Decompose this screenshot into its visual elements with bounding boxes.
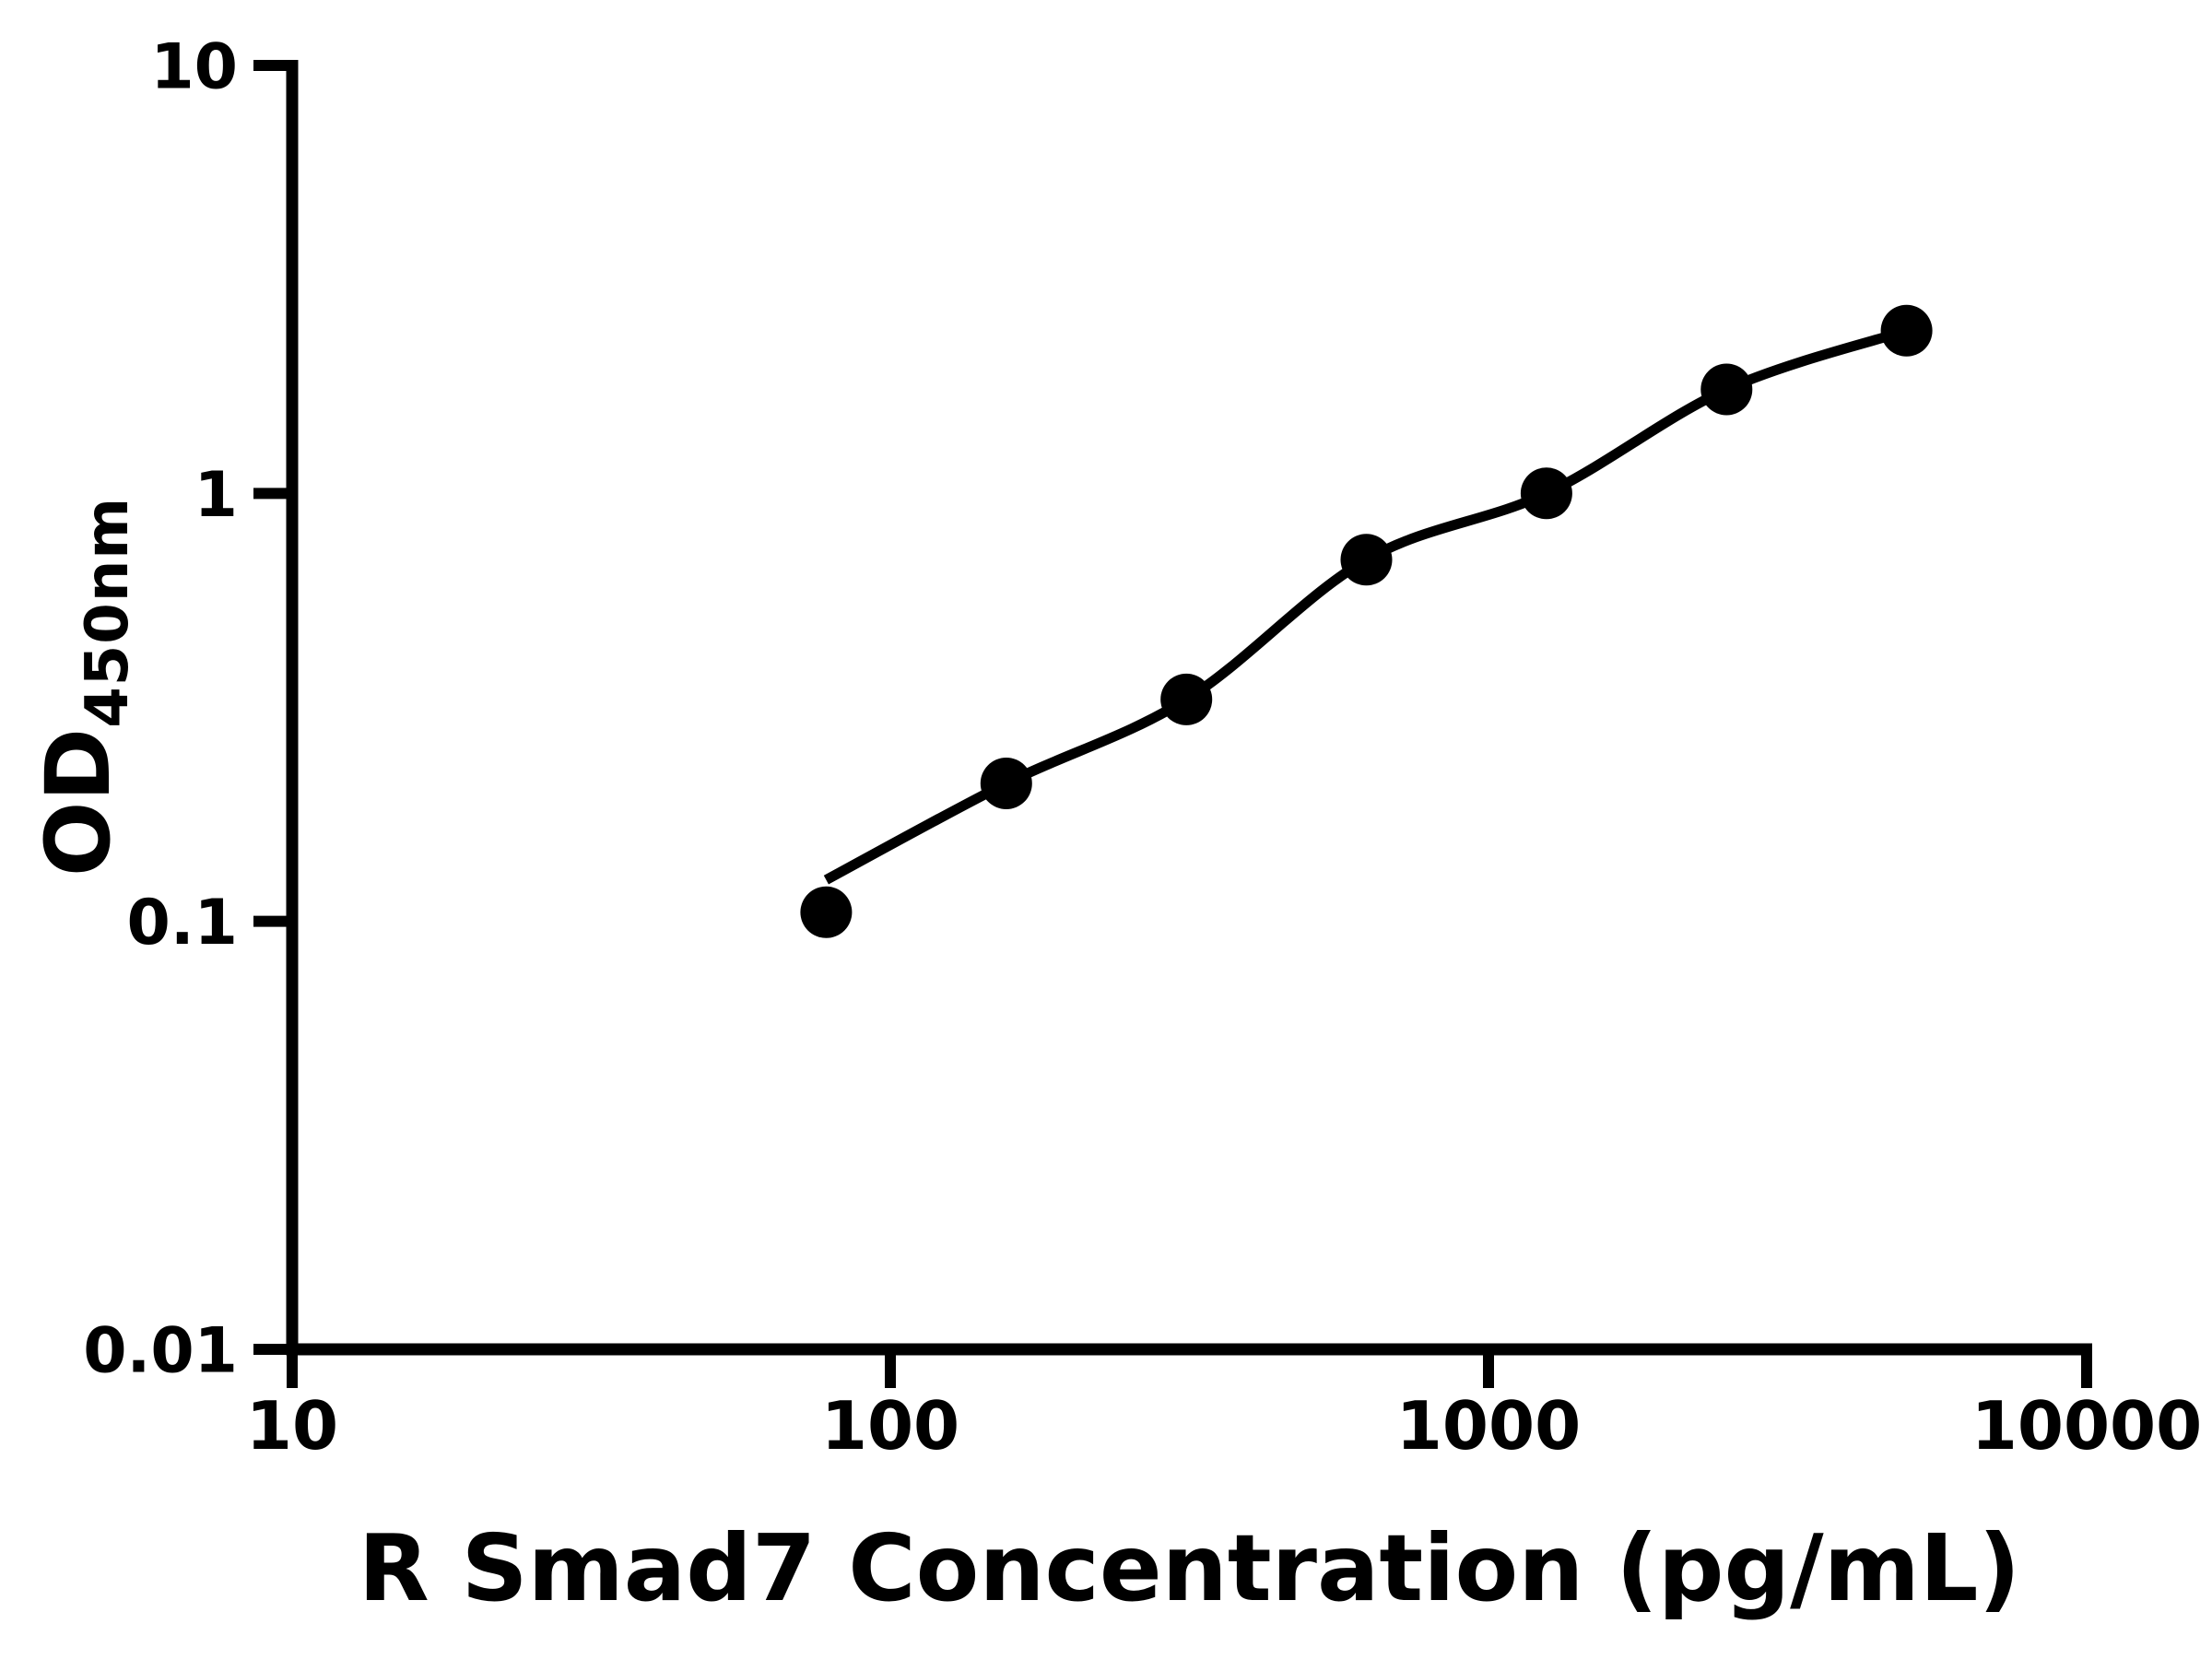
x-axis-tick-label: 10: [246, 1387, 338, 1465]
y-axis-tick-label: 10: [150, 30, 238, 103]
y-axis-title-subscript: 450nm: [74, 496, 142, 728]
y-axis-tick-label: 0.01: [83, 1314, 238, 1387]
data-point: [1160, 673, 1213, 725]
y-axis-tick-label: 1: [194, 459, 238, 532]
y-axis-title: OD450nm: [27, 497, 142, 877]
x-axis-tick-label: 10000: [1971, 1387, 2203, 1465]
data-point: [1880, 304, 1933, 357]
data-point: [800, 886, 853, 938]
y-axis-title-text: OD: [27, 727, 130, 877]
y-axis-tick-label: 0.1: [127, 887, 238, 959]
data-point: [1340, 534, 1393, 586]
x-axis-tick-label: 1000: [1396, 1387, 1581, 1465]
x-axis-tick-label: 100: [821, 1387, 959, 1465]
data-point: [1520, 467, 1572, 520]
data-point: [980, 758, 1032, 809]
x-axis-title: R Smad7 Concentration (pg/mL): [358, 1514, 2021, 1622]
data-point: [1700, 363, 1753, 416]
